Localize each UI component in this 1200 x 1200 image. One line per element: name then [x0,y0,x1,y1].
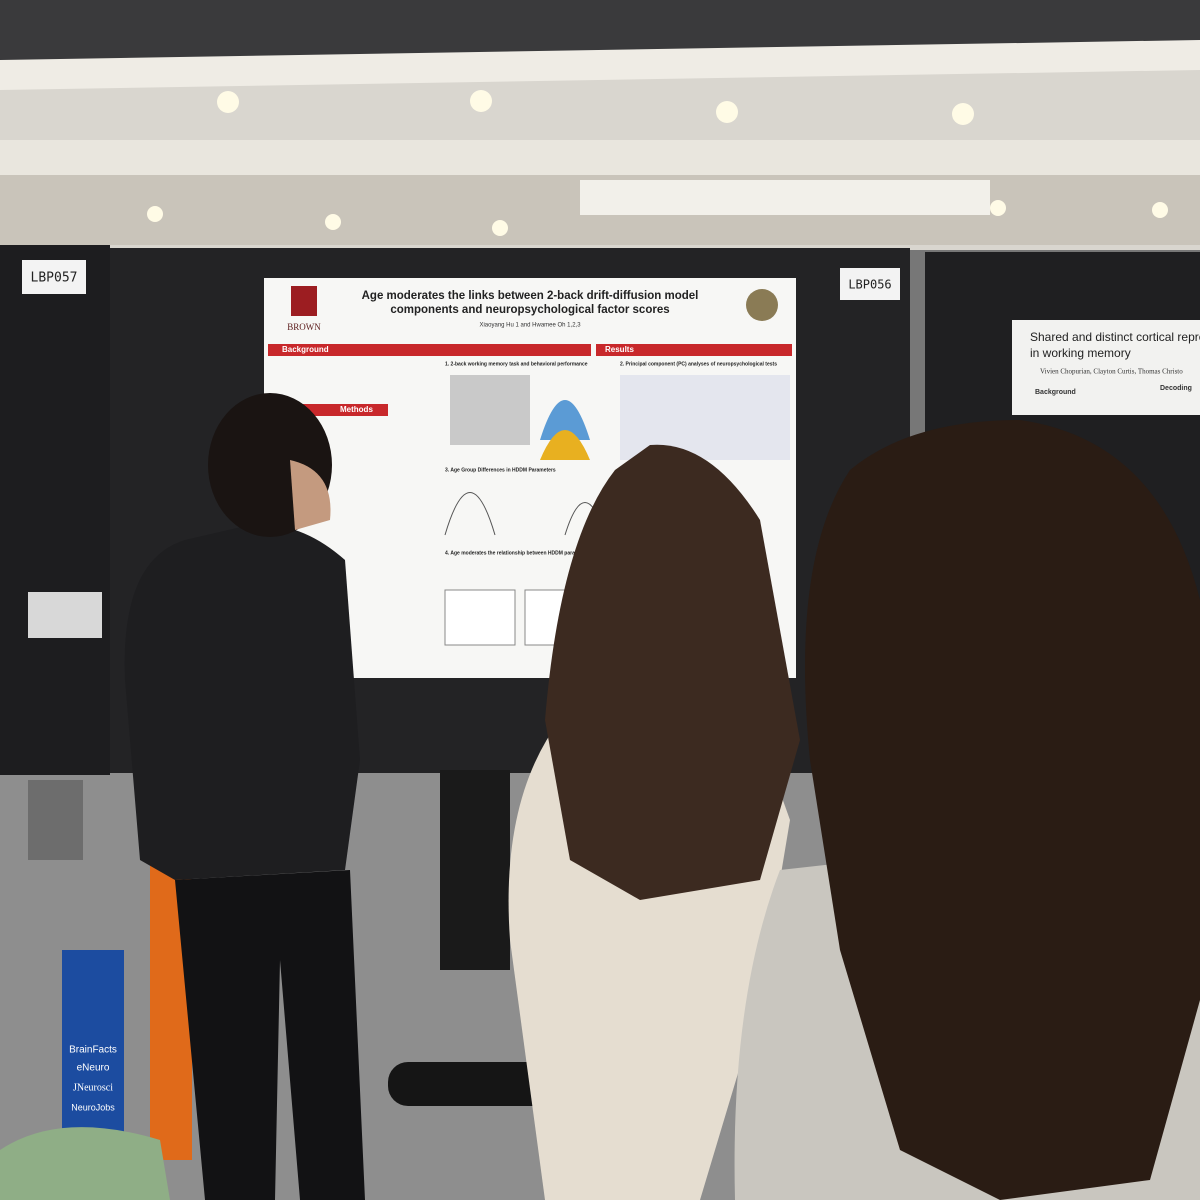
section-bar [596,344,792,356]
sign-box [840,268,900,300]
card [28,592,102,638]
poster-title: in working memory [1030,346,1131,360]
result-heading: 1. 2-back working memory task and behavi… [445,361,588,367]
result-heading: 4. Age moderates the relationship betwee… [445,550,668,556]
man-pants [175,870,365,1200]
poster-right [1012,320,1200,415]
result-heading: 2. Principal component (PC) analyses of … [620,361,777,367]
backpack [0,1127,170,1200]
task-figure [450,375,530,445]
light [492,220,508,236]
bag-logo: JNeurosci [73,1082,113,1093]
section-heading: Results [605,345,634,354]
poster-title: components and neuropsychological factor… [390,304,669,316]
seal [746,289,778,321]
poster-authors: Xiaoyang Hu 1 and Hwamee Oh 1,2,3 [479,323,581,329]
man-face [290,460,331,530]
woman-hair [545,444,800,900]
board-left [0,245,110,775]
lights [147,90,1168,236]
woman-hair [805,420,1200,1200]
brown-shield [291,286,317,316]
person-background [28,780,83,860]
poster-title: Shared and distinct cortical repre [1030,330,1200,344]
booth-sign: LBP057 [31,271,78,286]
correlation-matrix [620,375,790,460]
light [470,90,492,112]
light [325,214,341,230]
ceiling-beam [0,140,1200,180]
poster-heading: Background [1035,389,1076,396]
bag-logo: NeuroJobs [71,1102,115,1112]
ceiling-beam [0,40,1200,90]
sign-box [22,260,86,294]
light [990,200,1006,216]
histogram-figure [540,430,590,460]
tote-bag [62,950,124,1140]
poster-title: Age moderates the links between 2-back d… [362,290,699,302]
light [147,206,163,222]
duct [580,180,990,215]
poster-heading: Decoding [1160,385,1192,392]
section-heading: Methods [340,405,373,414]
person-background [440,770,510,970]
light [716,101,738,123]
result-heading: 3. Age Group Differences in HDDM Paramet… [445,467,556,473]
poster-authors: Vivien Chopurian, Clayton Curtis, Thomas… [1040,368,1183,376]
section-bar [268,344,591,356]
scatter-figure [444,589,516,646]
section-heading: Background [282,345,329,354]
institution: BROWN [287,322,321,332]
booth-sign: LBP056 [848,278,891,292]
light [217,91,239,113]
bag-logo: eNeuro [77,1063,110,1074]
density-figure [444,492,496,536]
man-jacket [124,524,361,880]
light [1152,202,1168,218]
light [952,103,974,125]
histogram-figure [540,400,590,440]
bag-logo: BrainFacts [69,1045,117,1056]
